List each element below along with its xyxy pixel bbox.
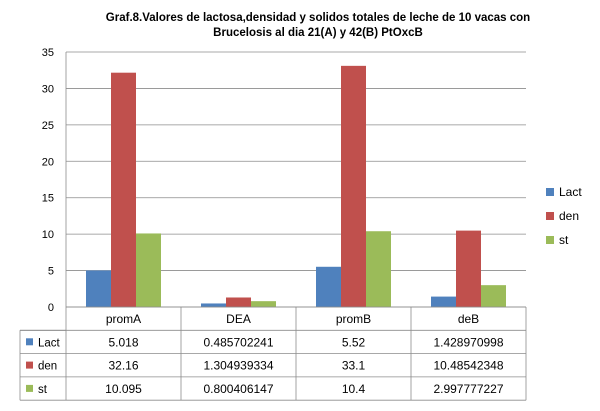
legend-label-st: st (559, 233, 569, 247)
bar-lact-promb (316, 266, 341, 307)
table-series-name: den (38, 361, 57, 373)
category-label: DEA (226, 312, 251, 326)
table-cell: 0.485702241 (203, 335, 273, 349)
table-cell: 32.16 (108, 359, 138, 373)
bar-st-proma (136, 233, 161, 307)
chart-title-line1: Graf.8.Valores de lactosa,densidad y sol… (106, 12, 530, 24)
data-table: promA DEA promB deB Lact 5.018 0.485702241 5.52… (19, 306, 527, 401)
bar-den-deb (456, 230, 481, 307)
category-label: deB (458, 312, 479, 326)
table-cell: 1.428970998 (433, 335, 503, 349)
table-cell: 33.1 (342, 359, 366, 373)
y-tick-label: 5 (48, 266, 54, 278)
y-axis-ticks: 0 5 10 15 20 25 30 35 (42, 47, 54, 314)
legend-key-den (546, 212, 554, 220)
bar-lact-deb (431, 296, 456, 307)
bar-den-promb (341, 65, 366, 307)
bar-st-promb (366, 231, 391, 307)
bar-st-deb (481, 285, 506, 307)
table-cell: 5.52 (342, 335, 366, 349)
table-cell: 1.304939334 (203, 359, 273, 373)
y-tick-label: 15 (42, 193, 54, 205)
bar-lact-dea (201, 303, 226, 307)
table-series-name: Lact (38, 337, 61, 349)
legend: Lact den st (546, 185, 582, 247)
y-tick-label: 10 (42, 229, 54, 241)
bar-den-dea (226, 297, 251, 307)
category-label: promB (336, 312, 371, 326)
table-key-st (26, 384, 33, 392)
y-tick-label: 25 (42, 120, 54, 132)
bar-st-dea (251, 301, 276, 307)
chart-title-line2: Brucelosis al dia 21(A) y 42(B) PtOxcB (213, 27, 423, 39)
y-tick-label: 35 (42, 47, 54, 59)
category-label: promA (106, 312, 141, 326)
legend-key-st (546, 236, 554, 244)
y-tick-label: 20 (42, 156, 54, 168)
bar-den-proma (111, 72, 136, 307)
table-cell: 10.48542348 (433, 359, 503, 373)
legend-label-den: den (559, 209, 579, 223)
legend-label-lact: Lact (559, 185, 582, 199)
table-key-lact (26, 338, 33, 346)
table-cell: 2.997777227 (433, 382, 503, 396)
table-series-name: st (38, 384, 48, 396)
table-cell: 5.018 (108, 335, 138, 349)
bars (86, 65, 506, 307)
table-cell: 10.4 (342, 382, 366, 396)
y-tick-label: 30 (42, 83, 54, 95)
table-key-den (26, 361, 33, 369)
y-tick-label: 0 (48, 302, 54, 314)
legend-key-lact (546, 188, 554, 196)
table-cell: 10.095 (105, 382, 142, 396)
table-cell: 0.800406147 (203, 382, 273, 396)
bar-lact-proma (86, 270, 111, 307)
